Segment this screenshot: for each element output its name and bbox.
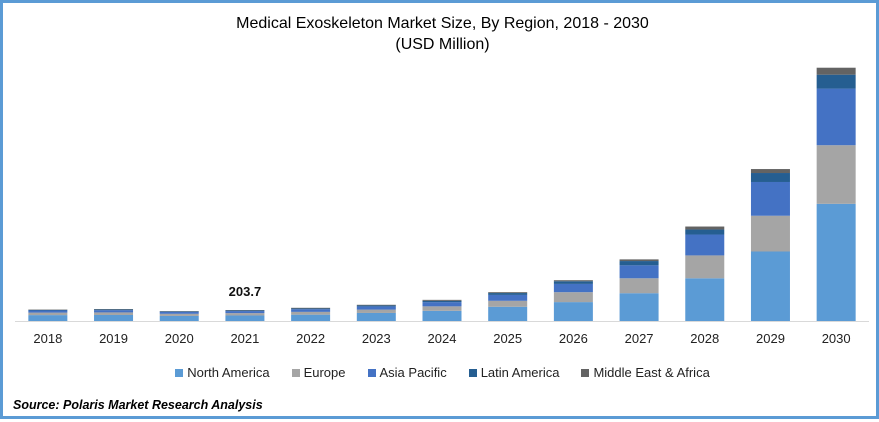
x-tick-label-2027: 2027 bbox=[625, 331, 654, 346]
bar-latin-america-2026 bbox=[554, 281, 593, 284]
bar-europe-2030 bbox=[817, 145, 856, 204]
bar-europe-2025 bbox=[488, 301, 527, 307]
x-tick-label-2029: 2029 bbox=[756, 331, 785, 346]
bar-north-america-2023 bbox=[357, 313, 396, 321]
bar-europe-2019 bbox=[94, 312, 133, 315]
bar-latin-america-2024 bbox=[423, 301, 462, 302]
bar-asia-pacific-2018 bbox=[28, 310, 67, 312]
bar-asia-pacific-2022 bbox=[291, 309, 330, 312]
bar-asia-pacific-2025 bbox=[488, 295, 527, 301]
bar-middle-east-africa-2022 bbox=[291, 308, 330, 309]
bar-asia-pacific-2023 bbox=[357, 306, 396, 309]
x-tick-label-2021: 2021 bbox=[230, 331, 259, 346]
legend-label-europe: Europe bbox=[304, 365, 346, 380]
data-label-2021: 203.7 bbox=[229, 284, 262, 299]
x-tick-label-2019: 2019 bbox=[99, 331, 128, 346]
bar-asia-pacific-2028 bbox=[685, 235, 724, 256]
bar-middle-east-africa-2027 bbox=[620, 259, 659, 261]
bar-europe-2020 bbox=[160, 314, 199, 316]
bar-north-america-2027 bbox=[620, 293, 659, 321]
bar-asia-pacific-2024 bbox=[423, 302, 462, 306]
bar-north-america-2021 bbox=[225, 315, 264, 321]
x-tick-label-2030: 2030 bbox=[822, 331, 851, 346]
legend-item-north-america: North America bbox=[175, 365, 269, 380]
bar-asia-pacific-2026 bbox=[554, 284, 593, 292]
x-tick-label-2020: 2020 bbox=[165, 331, 194, 346]
x-tick-label-2024: 2024 bbox=[428, 331, 457, 346]
x-tick-label-2023: 2023 bbox=[362, 331, 391, 346]
bar-middle-east-africa-2024 bbox=[423, 300, 462, 301]
bar-north-america-2022 bbox=[291, 315, 330, 321]
legend-label-north-america: North America bbox=[187, 365, 269, 380]
bar-latin-america-2027 bbox=[620, 261, 659, 265]
bar-latin-america-2020 bbox=[160, 311, 199, 312]
bar-asia-pacific-2021 bbox=[225, 311, 264, 313]
x-tick-label-2026: 2026 bbox=[559, 331, 588, 346]
bar-north-america-2030 bbox=[817, 204, 856, 321]
bar-europe-2018 bbox=[28, 313, 67, 315]
legend-swatch-asia-pacific bbox=[368, 369, 376, 377]
x-tick-label-2028: 2028 bbox=[690, 331, 719, 346]
bar-north-america-2024 bbox=[423, 311, 462, 321]
bar-asia-pacific-2027 bbox=[620, 265, 659, 278]
bar-north-america-2025 bbox=[488, 307, 527, 321]
legend-swatch-north-america bbox=[175, 369, 183, 377]
bar-asia-pacific-2019 bbox=[94, 310, 133, 312]
bar-latin-america-2028 bbox=[685, 230, 724, 235]
bar-latin-america-2022 bbox=[291, 308, 330, 309]
bar-europe-2022 bbox=[291, 312, 330, 315]
bar-latin-america-2019 bbox=[94, 310, 133, 311]
legend-label-latin-america: Latin America bbox=[481, 365, 560, 380]
legend-label-middle-east-africa: Middle East & Africa bbox=[593, 365, 709, 380]
bar-middle-east-africa-2029 bbox=[751, 169, 790, 173]
x-tick-label-2022: 2022 bbox=[296, 331, 325, 346]
bar-europe-2024 bbox=[423, 306, 462, 310]
bar-north-america-2019 bbox=[94, 315, 133, 321]
bar-latin-america-2023 bbox=[357, 305, 396, 306]
legend-item-asia-pacific: Asia Pacific bbox=[368, 365, 447, 380]
bar-asia-pacific-2029 bbox=[751, 182, 790, 216]
bar-asia-pacific-2030 bbox=[817, 89, 856, 146]
bar-europe-2021 bbox=[225, 313, 264, 315]
bar-latin-america-2030 bbox=[817, 75, 856, 89]
legend-item-europe: Europe bbox=[292, 365, 346, 380]
bar-middle-east-africa-2023 bbox=[357, 305, 396, 306]
bar-middle-east-africa-2028 bbox=[685, 227, 724, 230]
legend-swatch-europe bbox=[292, 369, 300, 377]
legend-swatch-latin-america bbox=[469, 369, 477, 377]
source-note: Source: Polaris Market Research Analysis bbox=[13, 398, 263, 412]
bar-europe-2023 bbox=[357, 310, 396, 313]
bar-latin-america-2018 bbox=[28, 310, 67, 311]
bar-north-america-2029 bbox=[751, 251, 790, 321]
bar-north-america-2028 bbox=[685, 278, 724, 321]
bar-europe-2027 bbox=[620, 278, 659, 293]
bar-latin-america-2021 bbox=[225, 310, 264, 311]
bar-europe-2028 bbox=[685, 255, 724, 278]
bar-middle-east-africa-2025 bbox=[488, 292, 527, 293]
bar-middle-east-africa-2026 bbox=[554, 280, 593, 281]
bar-north-america-2026 bbox=[554, 302, 593, 321]
bar-middle-east-africa-2030 bbox=[817, 68, 856, 75]
bar-north-america-2020 bbox=[160, 316, 199, 321]
bar-latin-america-2029 bbox=[751, 173, 790, 182]
legend-swatch-middle-east-africa bbox=[581, 369, 589, 377]
legend-item-latin-america: Latin America bbox=[469, 365, 560, 380]
bar-europe-2026 bbox=[554, 292, 593, 302]
bar-north-america-2018 bbox=[28, 315, 67, 321]
legend-item-middle-east-africa: Middle East & Africa bbox=[581, 365, 709, 380]
legend-label-asia-pacific: Asia Pacific bbox=[380, 365, 447, 380]
bar-asia-pacific-2020 bbox=[160, 312, 199, 314]
bar-latin-america-2025 bbox=[488, 293, 527, 295]
bar-europe-2029 bbox=[751, 216, 790, 252]
x-tick-label-2025: 2025 bbox=[493, 331, 522, 346]
chart-legend: North America Europe Asia Pacific Latin Ame… bbox=[3, 365, 879, 380]
x-tick-label-2018: 2018 bbox=[33, 331, 62, 346]
chart-plot: 2018 2019 2020 2021 203.7 2022 2023 2024 2025 202… bbox=[3, 3, 879, 422]
